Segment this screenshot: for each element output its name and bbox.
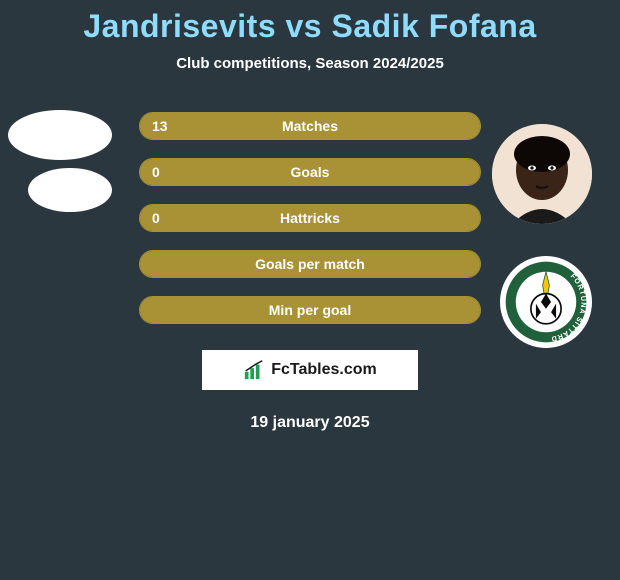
stat-row: 13 Matches	[139, 112, 481, 140]
club-badge: FORTUNA SITTARD	[500, 256, 592, 348]
stat-value: 0	[152, 210, 160, 226]
stat-row: 0 Hattricks	[139, 204, 481, 232]
stat-label: Goals	[291, 164, 330, 180]
branding-text: FcTables.com	[271, 361, 377, 379]
date-line: 19 january 2025	[0, 414, 620, 432]
stat-row: Goals per match	[139, 250, 481, 278]
bars-icon	[243, 359, 265, 381]
player-left-avatar	[8, 110, 112, 160]
stat-row: 0 Goals	[139, 158, 481, 186]
stat-label: Min per goal	[269, 302, 351, 318]
page-title: Jandrisevits vs Sadik Fofana	[0, 8, 620, 45]
player-right-avatar	[492, 124, 592, 224]
stat-label: Matches	[282, 118, 338, 134]
stat-label: Hattricks	[280, 210, 340, 226]
stat-value: 13	[152, 118, 168, 134]
branding-strip: FcTables.com	[202, 350, 418, 390]
stat-label: Goals per match	[255, 256, 365, 272]
stat-row: Min per goal	[139, 296, 481, 324]
page-subtitle: Club competitions, Season 2024/2025	[0, 55, 620, 72]
stat-value: 0	[152, 164, 160, 180]
stats-list: 13 Matches 0 Goals 0 Hattricks Goals per match…	[139, 112, 481, 324]
player-left-avatar-shoulders	[28, 168, 112, 212]
